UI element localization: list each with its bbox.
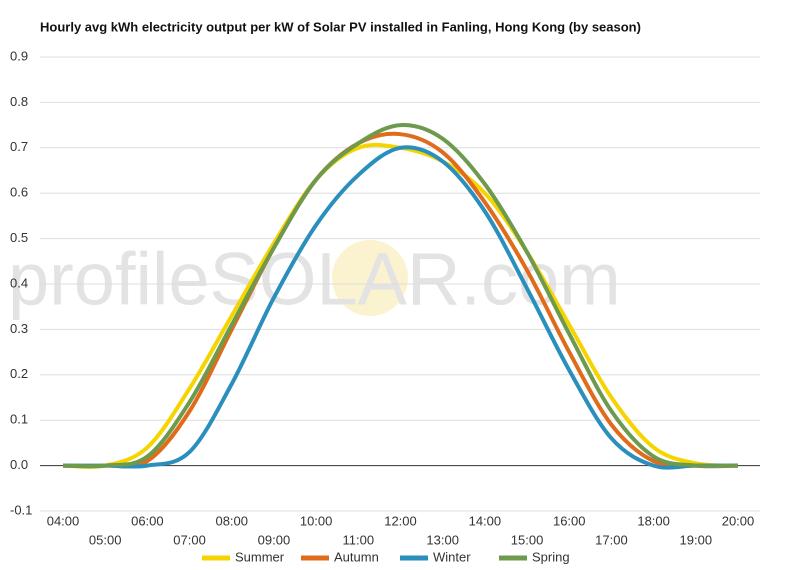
y-tick-label: 0.0 — [10, 457, 28, 472]
x-tick-label: 06:00 — [131, 513, 164, 528]
series-line — [62, 131, 739, 469]
x-tick-label: 07:00 — [173, 532, 206, 547]
legend-label: Winter — [433, 549, 471, 564]
x-tick-label: 09:00 — [258, 532, 291, 547]
y-tick-label: 0.8 — [10, 94, 28, 109]
watermark-sun — [332, 240, 408, 316]
watermark: profileSOLAR.com — [8, 238, 621, 321]
legend-label: Summer — [235, 549, 285, 564]
legend-label: Autumn — [334, 549, 379, 564]
x-tick-label: 11:00 — [343, 532, 375, 547]
x-tick-label: 20:00 — [722, 513, 755, 528]
x-tick-label: 04:00 — [47, 513, 80, 528]
x-tick-label: 15:00 — [511, 532, 544, 547]
x-tick-label: 13:00 — [426, 532, 459, 547]
x-tick-label: 12:00 — [384, 513, 417, 528]
x-tick-label: 05:00 — [89, 532, 122, 547]
series-line — [63, 145, 738, 470]
x-tick-label: 18:00 — [637, 513, 670, 528]
y-tick-label: 0.5 — [10, 230, 28, 245]
x-tick-label: 19:00 — [680, 532, 713, 547]
y-tick-label: 0.4 — [10, 275, 28, 290]
y-tick-label: 0.7 — [10, 139, 28, 154]
y-tick-label: 0.2 — [10, 366, 28, 381]
series-line — [62, 123, 739, 469]
x-tick-label: 08:00 — [215, 513, 248, 528]
chart-title: Hourly avg kWh electricity output per kW… — [40, 19, 641, 34]
y-tick-label: 0.3 — [10, 321, 28, 336]
x-tick-label: 10:00 — [300, 513, 333, 528]
y-tick-label: 0.9 — [10, 48, 28, 63]
y-tick-label: -0.1 — [10, 502, 32, 517]
y-tick-label: 0.1 — [10, 412, 28, 427]
x-tick-label: 16:00 — [553, 513, 586, 528]
legend-label: Spring — [532, 549, 570, 564]
x-tick-label: 17:00 — [595, 532, 628, 547]
x-tick-label: 14:00 — [469, 513, 502, 528]
y-tick-label: 0.6 — [10, 185, 28, 200]
